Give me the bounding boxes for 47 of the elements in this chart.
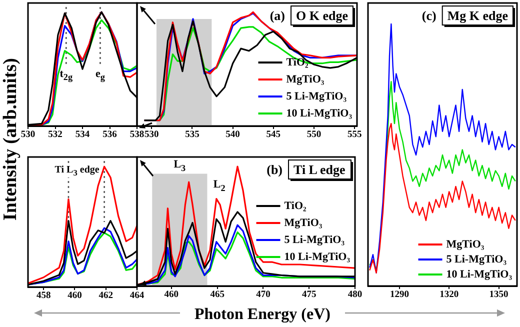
chart-title: Ti L edge: [294, 162, 346, 177]
x-tick-label: 545: [266, 130, 281, 140]
legend-label: 10 Li-MgTiO₃: [284, 250, 351, 263]
x-tick-label: 1350: [489, 290, 509, 300]
x-tick-label: 538: [130, 130, 144, 140]
x-tick-label: 532: [48, 130, 63, 140]
x-tick-label: 555: [347, 130, 362, 140]
legend-label: 5 Li-MgTiO₃: [286, 90, 348, 102]
x-tick-label: 534: [75, 130, 90, 140]
legend-label: 5 Li-MgTiO₃: [446, 253, 508, 266]
text: (c): [422, 8, 436, 24]
legend-label: TiO₂: [286, 56, 310, 68]
x-tick-label: 460: [68, 291, 82, 302]
legend-label: 5 Li-MgTiO₃: [284, 234, 346, 246]
x-tick-label: 550: [306, 130, 322, 140]
x-tick-label: 460: [164, 290, 179, 300]
x-tick-label: 458: [36, 291, 51, 302]
x-tick-label: 480: [348, 290, 362, 300]
annotation: Ti L$_{3}$ edge: [54, 164, 100, 178]
x-tick-label: 1290: [390, 290, 410, 300]
x-tick-label: 1320: [440, 290, 459, 300]
x-tick-label: 464: [130, 291, 144, 302]
annotation: (a): [270, 8, 285, 24]
legend-label: MgTiO₃: [286, 73, 325, 86]
annotation: (b): [266, 162, 282, 178]
chart-title: Mg K edge: [447, 8, 508, 23]
x-tick-label: 530: [144, 130, 159, 140]
x-axis-title: Photon Energy (eV): [194, 306, 332, 324]
band-label: L$_{3}$: [174, 158, 186, 173]
x-tick-label: 465: [210, 290, 225, 300]
legend-label: MgTiO₃: [446, 238, 485, 250]
x-tick-label: 540: [226, 130, 240, 140]
ref-line-label: t$_{2g}$: [60, 68, 73, 82]
legend-label: 10 Li-MgTiO₃: [446, 268, 513, 280]
annotation: L$_{2}$: [213, 178, 226, 193]
x-tick-label: 535: [185, 130, 200, 140]
y-axis-title: Intensity (arb.units): [0, 58, 21, 221]
x-tick-label: 475: [302, 290, 316, 300]
legend-label: TiO₂: [284, 200, 308, 212]
x-tick-label: 530: [20, 130, 36, 140]
chart-title: O K edge: [296, 8, 348, 23]
ref-line-label: e$_{g}$: [95, 68, 105, 82]
legend-label: 10 Li-MgTiO₃: [286, 107, 353, 120]
x-tick-label: 536: [102, 130, 118, 140]
x-tick-label: 470: [256, 290, 271, 300]
x-tick-label: 462: [98, 291, 114, 302]
legend-label: MgTiO₃: [284, 216, 323, 229]
